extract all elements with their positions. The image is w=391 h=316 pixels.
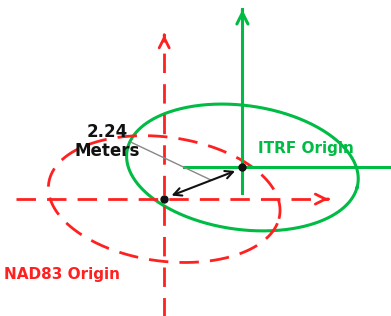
Text: NAD83 Origin: NAD83 Origin bbox=[4, 267, 120, 283]
Text: ITRF Origin: ITRF Origin bbox=[258, 141, 354, 156]
Text: Meters: Meters bbox=[75, 142, 140, 160]
Text: 2.24: 2.24 bbox=[87, 123, 128, 141]
